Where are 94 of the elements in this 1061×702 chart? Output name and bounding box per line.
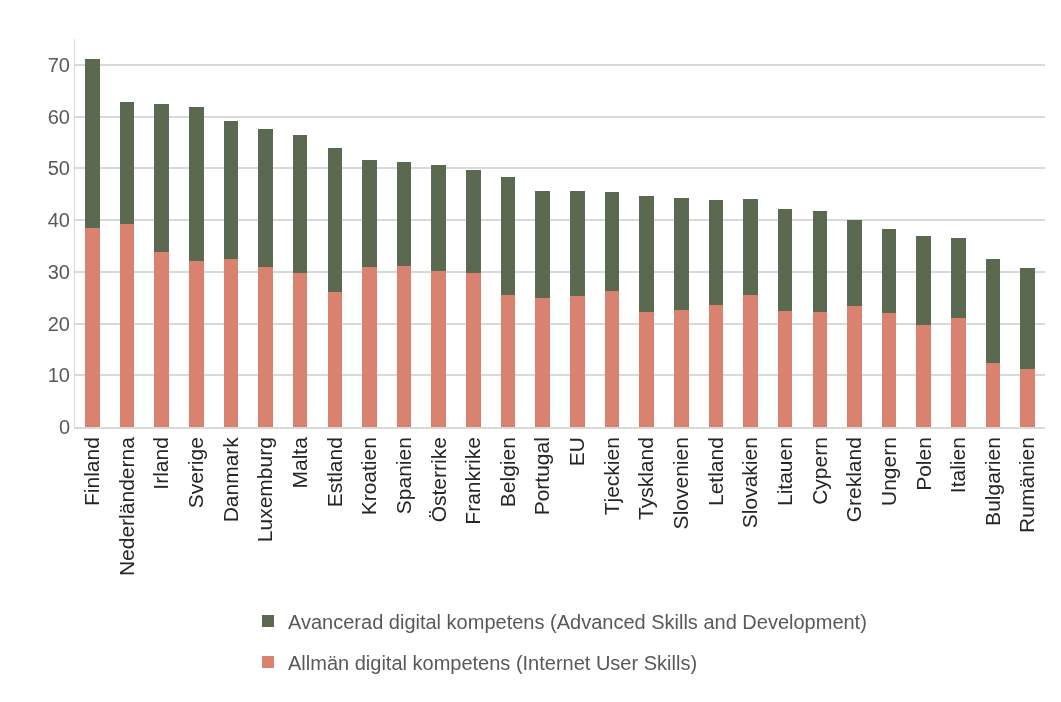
bar [673,198,689,310]
x-tick-label: Letland [703,437,727,507]
bar [673,309,689,427]
bar [847,306,862,427]
bar [570,190,585,297]
y-tick-label: 50 [47,157,70,180]
y-tick-label: 0 [58,416,70,438]
bar [881,313,897,427]
x-tick-label: Cypern [807,437,831,505]
x-tick-label: Rumänien [1015,437,1039,533]
bar [362,160,377,267]
bar [327,148,343,293]
bar [951,238,966,319]
bar [500,176,516,296]
y-tick-label: 70 [47,53,70,76]
bar [916,235,932,325]
bar [362,266,377,427]
bar [500,295,516,427]
y-tick-label: 10 [47,364,70,387]
bar [951,318,966,427]
bar [466,169,481,274]
bar [1020,368,1035,427]
bar [154,104,169,253]
x-tick-label: Nederländerna [114,436,138,577]
bar [431,270,447,427]
bar [985,363,1001,427]
bar [292,135,308,273]
bar [812,211,828,312]
x-tick-label: Österrike [426,437,450,523]
x-tick-label: Kroatien [357,437,381,516]
bar [327,292,343,427]
bar [708,305,724,427]
bar [258,129,273,267]
bar [223,120,239,259]
bar [119,224,135,427]
bar [292,272,308,427]
y-tick-label: 60 [47,105,70,128]
bar [188,106,204,261]
x-tick-label: Ungern [876,437,900,507]
bar [708,199,724,306]
legend-label: Allmän digital kompetens (Internet User Skills) [288,651,698,674]
x-tick-label: Polen [911,437,935,491]
bar [777,208,793,311]
bar [570,296,585,427]
bar [85,227,100,427]
bar [154,252,169,427]
bar [119,101,135,225]
bar [604,192,620,291]
bar [812,311,828,427]
bar [396,162,412,266]
y-tick-label: 40 [47,209,70,232]
bar [535,297,550,427]
bar [535,190,550,298]
x-tick-label: Frankrike [461,437,485,525]
y-tick-label: 30 [47,260,70,283]
bar [85,59,100,228]
bar [223,258,239,427]
x-tick-label: Litauen [773,437,797,507]
x-tick-label: Slovenien [669,437,693,530]
bar [604,290,620,427]
x-tick-label: Spanien [391,437,415,515]
x-tick-label: Luxemburg [253,437,277,543]
bar [188,260,204,427]
bar [396,265,412,427]
x-tick-label: Sverige [184,437,208,509]
bar [431,165,447,271]
x-tick-label: Slovakien [738,437,762,529]
x-tick-label: Grekland [842,437,866,523]
bar [777,310,793,427]
x-tick-label: Portugal [530,437,554,516]
bar [743,199,758,296]
bar [258,266,273,427]
x-tick-label: Tyskland [634,437,658,521]
bar [466,273,481,427]
x-tick-label: EU [565,437,589,467]
legend-label: Avancerad digital kompetens (Advanced Skills and Development) [288,610,867,633]
x-tick-label: Danmark [218,436,242,523]
bar [881,229,897,314]
x-tick-label: Italien [946,437,970,494]
bar [743,295,758,427]
x-tick-label: Finland [80,437,104,507]
bar [916,324,932,427]
x-tick-label: Belgien [495,437,519,508]
x-tick-label: Irland [149,437,173,490]
bar [1020,267,1035,369]
bar [847,220,862,307]
bar [985,258,1001,364]
y-tick-label: 20 [47,312,70,335]
bar [639,196,654,313]
x-tick-label: Bulgarien [980,437,1004,526]
bar [639,312,654,427]
x-tick-label: Malta [288,436,312,489]
x-tick-label: Estland [322,437,346,508]
x-tick-label: Tjeckien [599,437,623,516]
